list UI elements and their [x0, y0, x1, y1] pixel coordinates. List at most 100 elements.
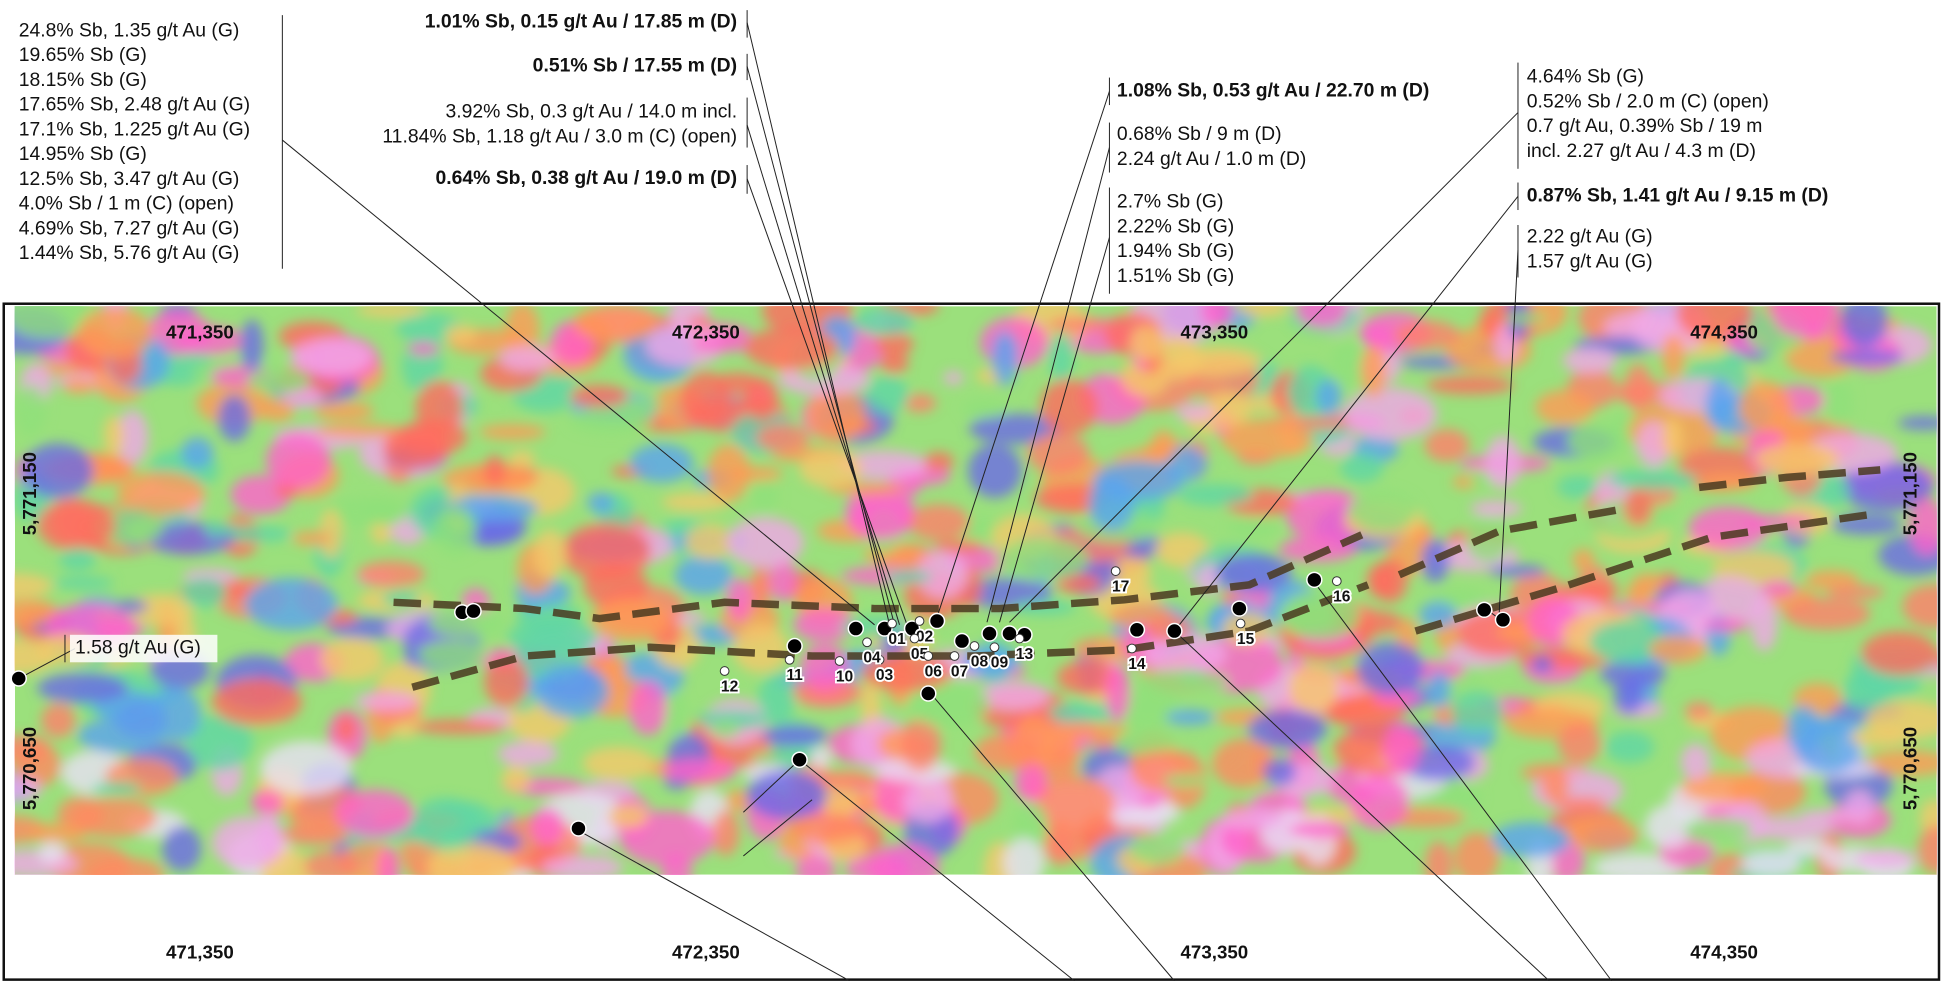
drill-collar — [720, 667, 729, 676]
raster-blob — [266, 433, 331, 489]
raster-blob — [1221, 807, 1284, 830]
raster-blob — [666, 690, 687, 737]
raster-blob — [181, 577, 227, 608]
raster-blob — [866, 375, 909, 414]
northing-label: 5,771,150 — [1899, 452, 1920, 535]
raster-blob — [1048, 317, 1110, 331]
drill-hole-label: 08 — [971, 653, 989, 670]
raster-blob — [1607, 469, 1698, 491]
raster-blob — [1220, 419, 1312, 458]
sample-point — [930, 614, 945, 629]
raster-blob — [59, 548, 96, 571]
raster-blob — [1535, 390, 1594, 425]
raster-blob — [535, 664, 609, 718]
sample-point — [571, 821, 586, 836]
easting-label: 473,350 — [1181, 941, 1249, 962]
page: {"annotations":[ {"bold":false,"lines":[… — [0, 0, 1944, 981]
raster-blob — [599, 654, 627, 677]
annotation-text: 4.64% Sb (G) — [1527, 66, 1644, 88]
raster-blob — [244, 578, 338, 631]
raster-blob — [1605, 731, 1655, 763]
raster-blob — [762, 725, 828, 746]
sample-point — [1232, 601, 1247, 616]
raster-blob — [997, 538, 1090, 581]
sample-point — [466, 604, 481, 619]
raster-blob — [1394, 320, 1459, 349]
raster-blob — [1614, 678, 1644, 714]
raster-blob — [1248, 710, 1327, 749]
raster-blob — [363, 498, 408, 526]
raster-blob — [251, 790, 284, 814]
easting-label: 471,350 — [166, 322, 234, 343]
drill-hole-label: 17 — [1112, 578, 1129, 595]
raster-blob — [77, 307, 152, 359]
raster-blob — [710, 721, 740, 739]
raster-blob — [71, 798, 156, 837]
raster-blob — [1426, 376, 1513, 394]
raster-blob — [1348, 491, 1417, 532]
raster-blob — [875, 333, 913, 356]
raster-blob — [569, 406, 652, 434]
raster-blob — [1703, 618, 1748, 632]
raster-blob — [484, 455, 506, 486]
raster-blob — [1861, 631, 1937, 675]
sample-point — [1307, 572, 1322, 587]
drill-hole-label: 07 — [951, 663, 968, 680]
annotation-text: 2.7% Sb (G) — [1117, 191, 1224, 213]
drill-collar — [1332, 577, 1341, 586]
raster-blob — [1330, 342, 1366, 387]
annotation-text: 1.58 g/t Au (G) — [75, 637, 201, 659]
raster-blob — [1562, 347, 1616, 373]
raster-blob — [924, 452, 954, 471]
drill-hole-label: 15 — [1237, 631, 1255, 648]
raster-blob — [1470, 501, 1522, 517]
drill-collar — [950, 652, 959, 661]
raster-blob — [541, 855, 623, 879]
drill-hole-label: 01 — [888, 631, 906, 648]
raster-blob — [499, 345, 555, 371]
raster-blob — [1236, 298, 1289, 317]
raster-blob — [1421, 539, 1449, 583]
annotation-text: 14.95% Sb (G) — [19, 143, 147, 165]
raster-blob — [751, 476, 778, 514]
annotation-text: 1.08% Sb, 0.53 g/t Au / 22.70 m (D) — [1117, 79, 1429, 101]
raster-blob — [1541, 768, 1569, 803]
raster-blob — [358, 561, 425, 588]
drill-collar — [835, 657, 844, 666]
raster-blob — [1263, 758, 1296, 786]
raster-blob — [573, 305, 659, 342]
raster-blob — [1344, 388, 1437, 441]
raster-blob — [790, 813, 865, 844]
raster-blob — [314, 402, 375, 420]
raster-blob — [853, 306, 915, 336]
map-figure: 24.8% Sb, 1.35 g/t Au (G)19.65% Sb (G)18… — [0, 0, 1944, 981]
annotation-text: 24.8% Sb, 1.35 g/t Au (G) — [19, 19, 240, 41]
annotation-text: incl. 2.27 g/t Au / 4.3 m (D) — [1527, 140, 1756, 162]
drill-hole-label: 11 — [786, 667, 803, 684]
raster-blob — [1288, 664, 1338, 713]
raster-blob — [1028, 433, 1089, 474]
drill-hole-label: 09 — [991, 655, 1009, 672]
raster-blob — [587, 492, 614, 513]
raster-blob — [1741, 850, 1801, 878]
raster-blob — [87, 858, 164, 890]
raster-blob — [240, 319, 263, 371]
raster-blob — [508, 450, 535, 468]
raster-blob — [53, 576, 114, 589]
raster-blob — [1755, 443, 1839, 475]
raster-blob — [908, 504, 970, 540]
drill-collar — [785, 655, 794, 664]
easting-label: 474,350 — [1690, 322, 1758, 343]
sample-point — [1167, 624, 1182, 639]
raster-blob — [1566, 425, 1627, 458]
raster-blob — [37, 499, 115, 551]
raster-blob — [757, 424, 810, 452]
raster-blob — [1048, 701, 1116, 725]
easting-label: 471,350 — [166, 941, 234, 962]
raster-blob — [1558, 723, 1601, 764]
raster-blob — [1356, 642, 1424, 695]
raster-blob — [1090, 736, 1117, 749]
raster-blob — [1228, 518, 1278, 536]
drill-collar — [970, 642, 979, 651]
raster-blob — [1129, 832, 1185, 865]
